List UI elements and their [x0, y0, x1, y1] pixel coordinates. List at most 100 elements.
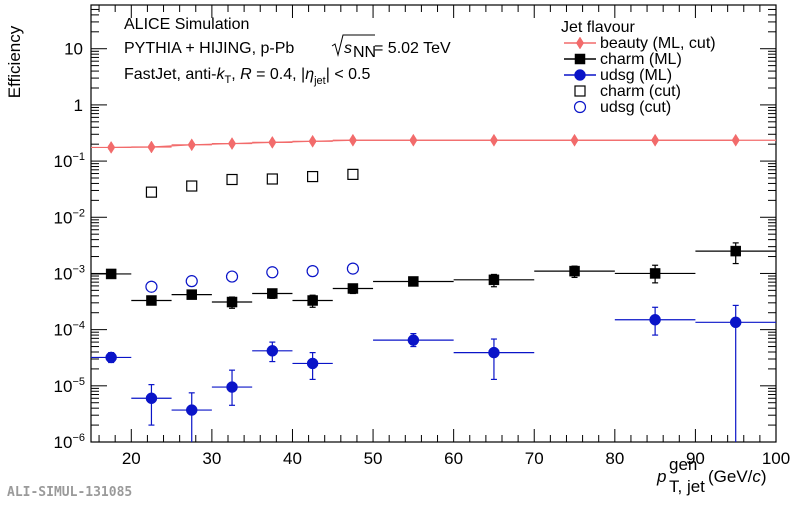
- data-point: [306, 357, 319, 370]
- data-point: [226, 296, 238, 308]
- data-point: [267, 288, 278, 299]
- data-point: [147, 140, 156, 154]
- annotation-line-3: FastJet, anti-kT, R = 0.4, |ηjet| < 0.5: [124, 66, 370, 87]
- data-point: [649, 268, 661, 279]
- data-point: [346, 262, 360, 275]
- data-point: [347, 283, 359, 294]
- data-point: [105, 351, 117, 364]
- data-point: [407, 334, 420, 346]
- data-point: [107, 140, 116, 154]
- data-point: [348, 133, 357, 147]
- data-point: [729, 316, 742, 329]
- data-point: [228, 137, 237, 151]
- legend-marker: [573, 100, 587, 114]
- legend-entry: beauty (ML, cut): [564, 35, 716, 52]
- y-tick-label: 10: [64, 40, 83, 59]
- y-tick-label: 10−6: [54, 432, 85, 452]
- data-point: [146, 295, 157, 306]
- legend-entry: charm (ML): [564, 51, 682, 68]
- x-tick-label: 100: [762, 449, 790, 468]
- data-point: [266, 173, 278, 185]
- x-tick-label: 20: [122, 449, 141, 468]
- x-tick-label: 60: [444, 449, 463, 468]
- data-point: [226, 381, 238, 393]
- data-point: [649, 313, 661, 326]
- data-point: [307, 170, 319, 183]
- series-beauty-ml-cut-: [91, 133, 776, 154]
- x-tick-labels: 20 30 40 50 60 70 80 90 100: [122, 449, 790, 468]
- data-point: [225, 270, 239, 283]
- legend-label: udsg (ML): [600, 67, 672, 84]
- y-axis-label: Efficiency: [5, 25, 24, 98]
- y-tick-label: 10−4: [54, 320, 85, 340]
- legend-label: charm (cut): [600, 83, 681, 100]
- series-layer: [91, 133, 776, 442]
- data-point: [226, 173, 238, 186]
- data-point: [268, 135, 277, 149]
- data-point: [185, 404, 198, 416]
- x-tick-label: 50: [364, 449, 383, 468]
- data-point: [185, 275, 198, 288]
- annotation-energy: = 5.02 TeV: [374, 40, 451, 57]
- y-tick-label: 10−1: [54, 151, 85, 171]
- sqrt-sign: [331, 34, 375, 57]
- annotation-line-2: PYTHIA + HIJING, p-Pb: [124, 40, 294, 57]
- data-point: [488, 346, 500, 359]
- x-axis-label-sub: T, jet: [669, 477, 705, 496]
- legend-marker: [574, 69, 586, 81]
- data-point: [488, 274, 500, 286]
- annotation-line-1: ALICE Simulation: [124, 16, 249, 33]
- data-point: [266, 266, 279, 279]
- legend-marker: [575, 36, 585, 50]
- x-tick-label: 70: [525, 449, 544, 468]
- y-tick-label: 10−3: [54, 263, 85, 283]
- annotation-nn: NN: [353, 44, 376, 61]
- data-point: [186, 180, 198, 192]
- y-tick-labels: 10−6 10−5 10−4 10−3 10−2 10−1 1 10: [54, 40, 85, 452]
- x-tick-label: 80: [605, 449, 624, 468]
- x-tick-label: 90: [686, 449, 705, 468]
- plot-frame: [90, 4, 777, 443]
- series-udsg-ml-: [91, 304, 776, 442]
- series-charm-cut-: [145, 168, 359, 198]
- watermark: ALI-SIMUL-131085: [7, 485, 132, 500]
- data-point: [307, 295, 318, 306]
- series-udsg-cut-: [145, 262, 360, 293]
- x-axis-label-main: p: [656, 467, 666, 486]
- legend: Jet flavour beauty (ML, cut)charm (ML)ud…: [561, 19, 716, 116]
- data-point: [489, 133, 498, 147]
- axis-ticks: [91, 4, 777, 443]
- data-point: [731, 133, 740, 147]
- x-tick-label: 40: [283, 449, 302, 468]
- data-point: [266, 345, 279, 357]
- data-point: [306, 265, 319, 278]
- legend-label: udsg (cut): [600, 99, 671, 116]
- data-point: [187, 138, 196, 152]
- legend-marker: [574, 85, 586, 97]
- data-point: [347, 168, 359, 180]
- data-point: [570, 133, 579, 147]
- legend-entry: charm (cut): [574, 83, 681, 100]
- data-point: [409, 133, 418, 147]
- y-tick-label: 1: [74, 96, 83, 115]
- legend-title: Jet flavour: [561, 19, 635, 36]
- series-line: [111, 139, 736, 149]
- legend-label: beauty (ML, cut): [600, 35, 716, 52]
- series-charm-ml-: [91, 242, 776, 309]
- data-point: [145, 280, 158, 293]
- x-axis-label: p: [656, 467, 666, 486]
- legend-entry: udsg (ML): [564, 67, 672, 84]
- legend-marker: [574, 53, 586, 65]
- data-point: [105, 268, 117, 280]
- data-point: [308, 134, 317, 148]
- annotation-sqrt-s: s: [344, 40, 352, 57]
- data-point: [145, 186, 158, 198]
- y-tick-label: 10−2: [54, 207, 85, 227]
- data-point: [408, 276, 419, 287]
- data-point: [186, 289, 197, 300]
- x-tick-label: 30: [202, 449, 221, 468]
- y-tick-label: 10−5: [54, 376, 85, 396]
- data-point: [569, 265, 580, 277]
- data-point: [730, 245, 741, 257]
